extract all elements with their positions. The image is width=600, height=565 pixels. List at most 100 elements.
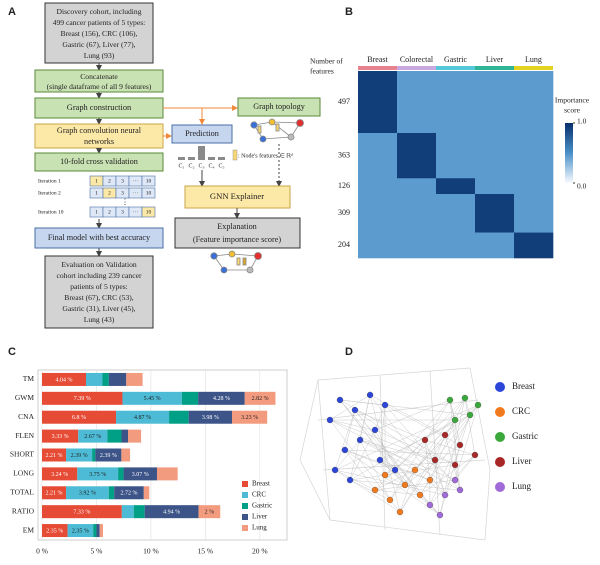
bar-segment: [123, 467, 157, 481]
edge: [334, 439, 361, 471]
bar-segment: [66, 486, 109, 500]
iteration-label: Iteration 1: [38, 178, 61, 184]
panel-label: B: [345, 6, 353, 18]
topology-graph: [250, 118, 304, 143]
legend-marker: [495, 432, 505, 442]
point: [431, 456, 439, 464]
column-label: Breast: [367, 55, 388, 64]
edge: [429, 414, 471, 506]
y-tick-label: RATIO: [12, 506, 35, 515]
fold-label: 10: [146, 178, 152, 184]
value-label: 2.35 %: [46, 528, 63, 534]
value-label: 4.87 %: [134, 415, 151, 421]
point: [336, 396, 344, 404]
value-label: 3.24 %: [51, 472, 68, 478]
discovery-text: Discovery cohort, including: [57, 7, 142, 16]
edge: [349, 429, 376, 481]
edge: [339, 399, 471, 416]
column-label: Colorectal: [400, 55, 434, 64]
point: [451, 416, 459, 424]
edge: [359, 439, 436, 461]
box-line: [299, 379, 319, 461]
bar-segment: [42, 486, 67, 500]
legend-label: Liver: [512, 456, 532, 466]
value-label: 3.07 %: [132, 472, 149, 478]
edge: [454, 464, 461, 491]
heatmap-cell: [358, 133, 398, 179]
point: [341, 446, 349, 454]
edge: [339, 399, 396, 471]
value-label: 7.33 %: [73, 510, 90, 516]
bar-segment: [42, 372, 86, 386]
bar-segment: [78, 429, 108, 443]
point: [451, 461, 459, 469]
bar-segment: [108, 372, 127, 386]
row-label: 497: [338, 97, 350, 106]
box-line: [317, 379, 331, 521]
value-label: 2.67 %: [84, 434, 101, 440]
row-label: 126: [338, 181, 350, 190]
edge: [384, 399, 451, 476]
box-line: [429, 370, 441, 536]
edge: [434, 459, 446, 496]
edge: [374, 404, 386, 431]
edge: [434, 434, 446, 461]
fold-label: 10: [146, 209, 152, 215]
heatmap-cell: [358, 232, 398, 259]
value-label: 6.8 %: [72, 415, 86, 421]
point: [426, 501, 434, 509]
bar-segment: [77, 467, 119, 481]
edge: [384, 404, 461, 446]
panel-label: D: [345, 346, 353, 358]
explanation-text: Explanation: [217, 222, 257, 231]
edge: [354, 409, 456, 481]
prediction-text: Prediction: [185, 129, 219, 138]
bar-segment: [42, 467, 78, 481]
edge: [464, 397, 476, 456]
fold-label: 3: [121, 190, 124, 196]
edge: [379, 459, 430, 481]
fold-cell: [141, 206, 156, 218]
y-tick-label: LONG: [13, 469, 34, 478]
heatmap-cell: [475, 133, 515, 179]
point: [451, 476, 459, 484]
fold-label: 1: [95, 178, 98, 184]
edge: [384, 404, 461, 491]
class-label: C₃: [198, 163, 204, 169]
edge: [334, 469, 401, 513]
legend-label: CRC: [512, 406, 530, 416]
iterations: Iteration 1 1 2 3 ··· 10 Iteration 2 1 2 3 ··· 10 It…: [38, 175, 156, 218]
edge: [389, 399, 451, 501]
legend-label: Liver: [252, 513, 268, 521]
edge: [384, 414, 471, 476]
edge: [344, 410, 356, 451]
legend-label: Breast: [512, 381, 535, 391]
edge: [424, 439, 446, 496]
point: [386, 496, 394, 504]
bar-segment: [198, 391, 245, 405]
bar-segment: [133, 505, 145, 519]
value-label: 2.39 %: [100, 453, 117, 459]
point: [381, 401, 389, 409]
point: [456, 486, 464, 494]
iteration-label: Iteration 2: [38, 190, 61, 196]
gcn-text: Graph convolution neural: [57, 126, 142, 135]
heatmap-cell: [436, 133, 476, 179]
bar-segment: [156, 467, 178, 481]
colorbar-tick-label: 0.0: [577, 182, 587, 191]
evaluation-text: Gastric (31), Liver (45),: [62, 304, 135, 313]
value-label: 3.75 %: [89, 472, 106, 478]
bar-segment: [232, 410, 268, 424]
bar-segment: [92, 448, 96, 462]
fold-label: 2: [108, 178, 111, 184]
box-line: [322, 459, 486, 471]
heatmap-cell: [514, 232, 554, 259]
row-axis-label: Number of: [310, 57, 343, 66]
point: [411, 466, 419, 474]
colorbar-label: score: [564, 106, 580, 115]
x-tick-label: 5 %: [91, 547, 103, 556]
legend-swatch: [242, 492, 248, 498]
edge: [374, 399, 451, 431]
bar-segment: [116, 410, 170, 424]
point: [391, 466, 399, 474]
